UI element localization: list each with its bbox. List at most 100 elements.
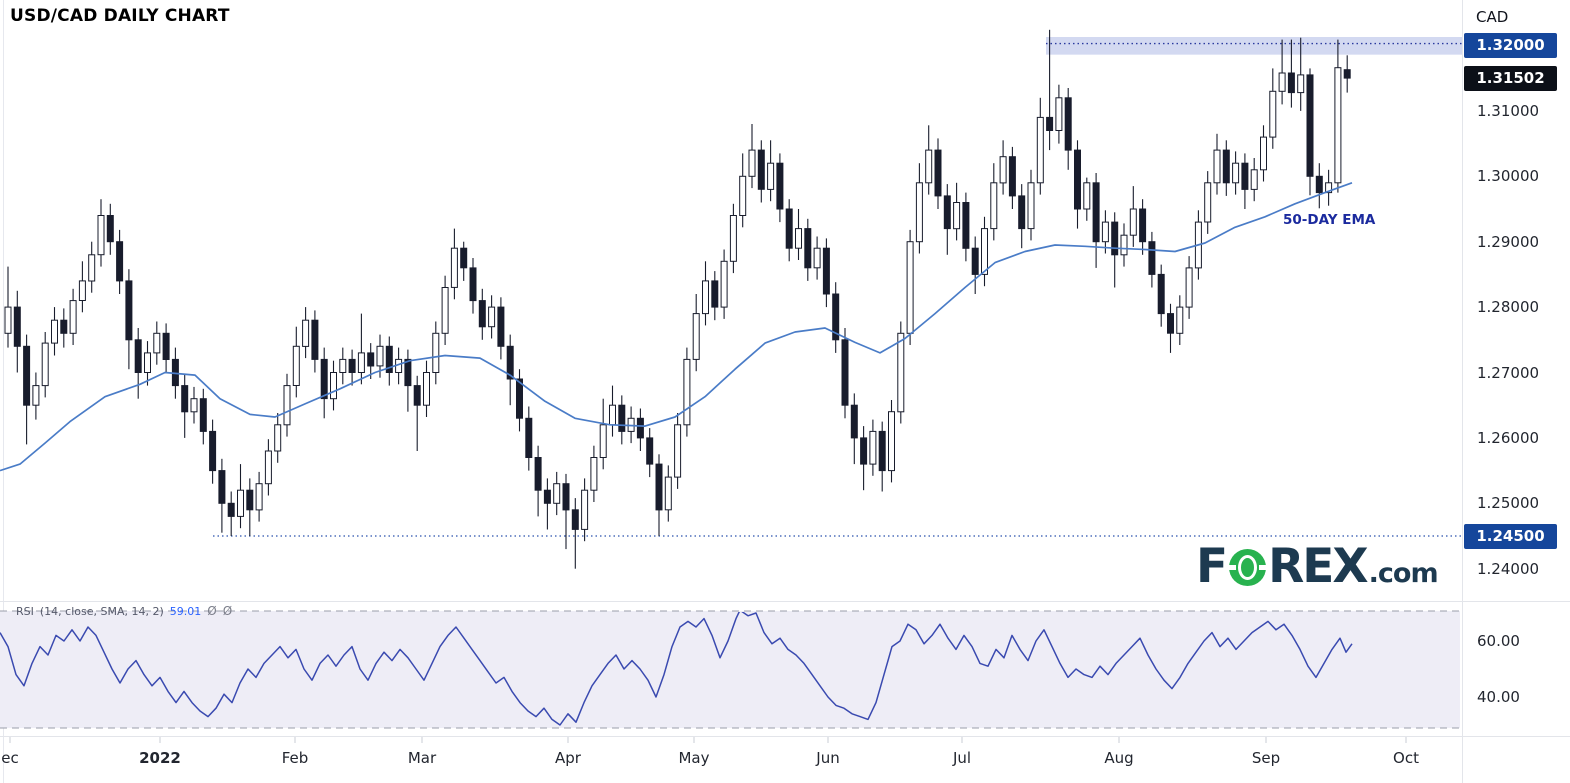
candle xyxy=(934,149,942,197)
candle xyxy=(32,385,40,406)
candle xyxy=(4,306,12,334)
rsi-hide-icon[interactable]: Ø xyxy=(207,604,217,618)
candle xyxy=(655,463,663,511)
logo-letter-f: F xyxy=(1196,539,1228,594)
candle xyxy=(88,254,96,282)
candle xyxy=(181,385,189,413)
logo-o-coin-icon xyxy=(1229,549,1267,586)
candle xyxy=(553,483,561,504)
candle xyxy=(246,489,254,511)
candle xyxy=(302,319,310,347)
candles-layer xyxy=(4,29,1351,569)
candle xyxy=(1157,273,1165,315)
candle xyxy=(1222,149,1230,184)
candle xyxy=(618,404,626,432)
time-axis-label: ec xyxy=(1,749,19,767)
rsi-panel-background xyxy=(0,611,1460,728)
candle xyxy=(69,300,77,334)
chart-title: USD/CAD DAILY CHART xyxy=(10,6,230,26)
candle xyxy=(1148,241,1156,275)
candle xyxy=(674,424,682,478)
candle xyxy=(878,430,886,472)
forex-com-logo: F REX .com xyxy=(1196,539,1439,594)
candle xyxy=(330,372,337,400)
candle xyxy=(906,241,914,334)
time-axis-label: Sep xyxy=(1251,749,1281,767)
price-axis-label: 1.31000 xyxy=(1477,101,1540,120)
candle xyxy=(720,260,728,308)
candle xyxy=(339,358,347,373)
candle xyxy=(497,306,505,347)
candle xyxy=(1018,195,1026,230)
candle xyxy=(683,358,691,426)
candle xyxy=(804,228,812,269)
candle xyxy=(609,404,616,426)
candle xyxy=(488,306,496,328)
candle xyxy=(106,215,114,243)
price-axis-label: 1.26000 xyxy=(1477,428,1540,447)
logo-coin-dash-right xyxy=(1259,565,1267,570)
candle xyxy=(562,483,570,511)
rsi-line xyxy=(0,612,1353,726)
candle xyxy=(385,345,393,373)
candle xyxy=(1241,162,1249,190)
candle xyxy=(888,411,895,472)
time-axis-label: Jul xyxy=(952,749,972,767)
candle xyxy=(832,293,840,341)
candle xyxy=(227,502,235,517)
time-axis-label: Mar xyxy=(407,749,437,767)
candle xyxy=(543,489,551,504)
candle xyxy=(795,228,802,249)
candle xyxy=(776,162,784,210)
rsi-settings-icon[interactable]: Ø xyxy=(222,604,233,618)
candle xyxy=(1278,72,1286,92)
candle xyxy=(711,280,719,308)
candle xyxy=(274,424,282,452)
price-axis-label: 1.30000 xyxy=(1477,167,1540,186)
candle xyxy=(1213,149,1221,184)
candle xyxy=(1306,74,1314,177)
candle xyxy=(1325,182,1333,194)
candle xyxy=(729,215,737,262)
candle xyxy=(571,509,579,530)
candle xyxy=(125,280,133,341)
candle xyxy=(1334,67,1342,184)
ema-label: 50-DAY EMA xyxy=(1283,212,1376,228)
candle xyxy=(1008,156,1016,197)
candle xyxy=(292,345,300,386)
candle xyxy=(209,430,217,472)
candle xyxy=(739,175,747,217)
candle xyxy=(311,319,319,360)
candle xyxy=(1167,313,1174,334)
resistance-price-badge: 1.32000 xyxy=(1464,33,1557,58)
candle xyxy=(134,339,142,373)
candle xyxy=(41,342,49,387)
candle xyxy=(78,280,86,301)
rsi-axis-label: 60.00 xyxy=(1477,632,1520,650)
candle xyxy=(581,489,589,530)
candle xyxy=(599,424,607,458)
candle xyxy=(237,489,244,517)
candle xyxy=(506,345,514,380)
rsi-title: RSI xyxy=(16,604,34,618)
candle xyxy=(162,332,170,360)
candle xyxy=(646,437,654,465)
candle xyxy=(757,149,765,190)
time-axis-label: 2022 xyxy=(139,749,181,767)
candle xyxy=(1176,306,1184,334)
candle xyxy=(264,450,272,485)
time-axis-label: Oct xyxy=(1393,749,1419,767)
candle xyxy=(1185,267,1193,308)
candle xyxy=(348,358,356,373)
time-axis-label: Jun xyxy=(816,749,840,767)
candle xyxy=(1083,182,1091,210)
price-axis-label: 1.27000 xyxy=(1477,363,1540,382)
candle xyxy=(525,417,533,458)
candle xyxy=(1120,234,1128,256)
candle xyxy=(869,430,877,465)
candle xyxy=(190,398,198,413)
candle xyxy=(97,215,105,256)
candle xyxy=(51,319,58,344)
candle xyxy=(1036,116,1044,184)
